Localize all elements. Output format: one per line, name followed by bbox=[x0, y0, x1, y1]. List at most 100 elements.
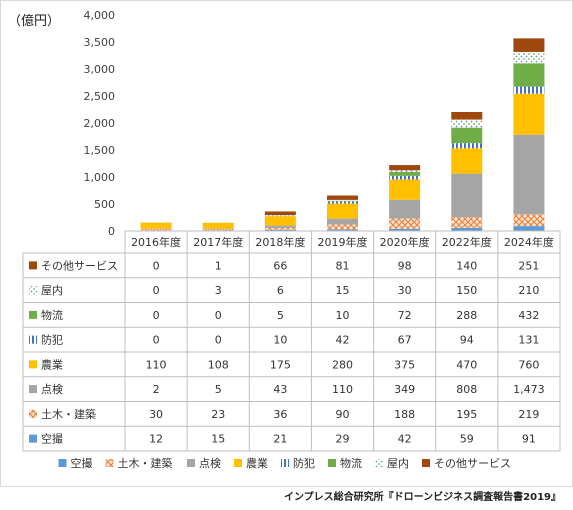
legend-swatch bbox=[281, 459, 289, 467]
table-cell-value: 30 bbox=[149, 408, 163, 421]
table-cell-value: 67 bbox=[398, 334, 412, 347]
category-label: 2020年度 bbox=[380, 235, 430, 249]
bar-segment bbox=[264, 216, 296, 226]
row-key-swatch bbox=[29, 310, 37, 319]
bar-segment bbox=[327, 201, 358, 204]
bar-segment bbox=[202, 228, 234, 231]
y-tick-label: 3,500 bbox=[84, 36, 116, 49]
table-cell-value: 2 bbox=[153, 383, 160, 396]
bar-segment bbox=[389, 199, 421, 219]
legend-label: 土木・建築 bbox=[118, 456, 173, 470]
table-cell-value: 432 bbox=[518, 309, 539, 322]
bar-segment bbox=[451, 173, 483, 218]
row-series-label: 土木・建築 bbox=[41, 407, 96, 421]
y-tick-label: 1,500 bbox=[84, 144, 116, 157]
legend-label: 物流 bbox=[340, 456, 362, 470]
legend-swatch bbox=[422, 459, 430, 467]
bar-segment bbox=[327, 195, 358, 200]
legend-swatch bbox=[187, 459, 195, 467]
table-cell-value: 0 bbox=[215, 334, 222, 347]
row-key-swatch bbox=[29, 335, 37, 344]
category-label: 2017年度 bbox=[193, 235, 243, 249]
bar-segment bbox=[264, 227, 296, 230]
table-cell-value: 349 bbox=[394, 383, 415, 396]
bar-segment bbox=[140, 222, 172, 229]
bar-segment bbox=[389, 171, 421, 176]
table-cell-value: 94 bbox=[460, 334, 474, 347]
source-note: インプレス総合研究所『ドローンビジネス調査報告書2019』 bbox=[283, 492, 561, 503]
bar-segment bbox=[451, 217, 483, 228]
table-cell-value: 219 bbox=[518, 408, 539, 421]
table-cell-value: 108 bbox=[208, 358, 229, 371]
category-label: 2019年度 bbox=[318, 235, 368, 249]
chart-frame bbox=[0, 0, 573, 487]
table-cell-value: 251 bbox=[518, 259, 539, 272]
bar-segment bbox=[451, 119, 483, 128]
table-cell-value: 1 bbox=[215, 259, 222, 272]
legend-label: 点検 bbox=[199, 456, 221, 470]
legend-label: 農業 bbox=[246, 456, 268, 470]
table-cell-value: 470 bbox=[456, 358, 477, 371]
bar-segment bbox=[140, 228, 172, 231]
row-key-swatch bbox=[29, 409, 37, 418]
row-series-label: 空撮 bbox=[41, 432, 63, 446]
bar-segment bbox=[327, 200, 358, 202]
bar-segment bbox=[513, 63, 545, 87]
table-cell-value: 12 bbox=[149, 433, 163, 446]
y-tick-label: 3,000 bbox=[84, 63, 116, 76]
table-cell-value: 188 bbox=[394, 408, 415, 421]
legend-swatch bbox=[58, 459, 67, 467]
bar-segment bbox=[513, 93, 545, 135]
bar-segment bbox=[264, 211, 296, 216]
bar-segment bbox=[451, 127, 483, 144]
table-cell-value: 30 bbox=[398, 284, 412, 297]
bar-segment bbox=[264, 215, 296, 217]
row-series-label: 農業 bbox=[41, 357, 63, 371]
y-tick-label: 4,000 bbox=[84, 9, 116, 22]
bar-segment bbox=[451, 148, 483, 174]
table-cell-value: 81 bbox=[336, 259, 350, 272]
bar-segment bbox=[327, 229, 358, 231]
bar-segment bbox=[389, 228, 421, 231]
bar-segment bbox=[451, 111, 483, 120]
legend-swatch bbox=[234, 459, 242, 467]
table-cell-value: 110 bbox=[332, 383, 353, 396]
table-cell-value: 0 bbox=[153, 284, 160, 297]
bar-segment bbox=[513, 51, 545, 64]
legend-label: 屋内 bbox=[387, 456, 409, 470]
bar-segment bbox=[451, 227, 483, 231]
y-axis-unit-label: （億円） bbox=[8, 14, 61, 29]
row-series-label: その他サービス bbox=[41, 259, 118, 272]
legend-swatch bbox=[105, 459, 114, 467]
table-cell-value: 0 bbox=[153, 309, 160, 322]
table-cell-value: 23 bbox=[211, 408, 225, 421]
table-cell-value: 150 bbox=[456, 284, 477, 297]
row-series-label: 物流 bbox=[41, 308, 63, 322]
legend-swatch bbox=[328, 459, 336, 467]
table-cell-value: 140 bbox=[456, 259, 477, 272]
row-key-swatch bbox=[29, 360, 37, 369]
row-series-label: 防犯 bbox=[41, 333, 63, 347]
category-label: 2022年度 bbox=[442, 235, 492, 249]
bar-segment bbox=[451, 143, 483, 149]
table-cell-value: 15 bbox=[336, 284, 350, 297]
table-cell-value: 375 bbox=[394, 358, 415, 371]
table-cell-value: 91 bbox=[522, 433, 536, 446]
bar-segment bbox=[513, 86, 545, 94]
row-key-swatch bbox=[29, 385, 37, 394]
legend-label: その他サービス bbox=[434, 457, 511, 470]
table-cell-value: 0 bbox=[153, 259, 160, 272]
table-cell-value: 21 bbox=[273, 433, 287, 446]
table-cell-value: 110 bbox=[146, 358, 167, 371]
y-tick-label: 0 bbox=[108, 225, 115, 238]
bar-segment bbox=[327, 218, 358, 225]
table-cell-value: 3 bbox=[215, 284, 222, 297]
table-cell-value: 1,473 bbox=[513, 383, 545, 396]
table-cell-value: 59 bbox=[460, 433, 474, 446]
table-cell-value: 10 bbox=[336, 309, 350, 322]
table-cell-value: 0 bbox=[153, 334, 160, 347]
row-key-swatch bbox=[29, 261, 37, 270]
table-cell-value: 42 bbox=[336, 334, 350, 347]
table-cell-value: 15 bbox=[211, 433, 225, 446]
bar-segment bbox=[389, 175, 421, 180]
